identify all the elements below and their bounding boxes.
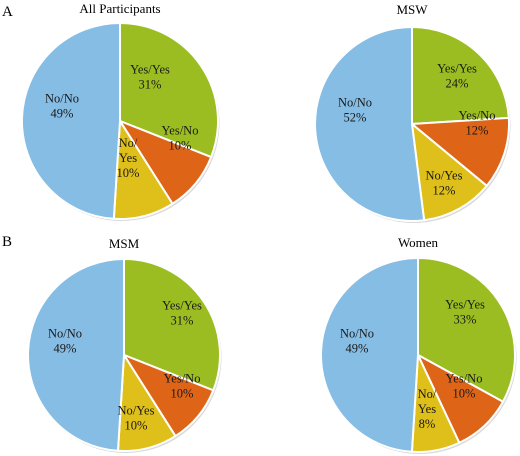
chart-title: Women [398, 235, 439, 250]
slice-label-yes-yes: Yes/Yes 31% [130, 63, 170, 92]
pie-slice-no-no [27, 258, 125, 452]
pie-slice-yes-yes [123, 258, 221, 392]
pie-slice-yes-yes [417, 257, 516, 403]
pie-slice-yes-yes [411, 26, 510, 125]
slice-label-yes-no: Yes/No 12% [459, 109, 496, 138]
pie-chart-3: Women Yes/Yes 33% Yes/No 10% No/Yes 8% No/No 49% [319, 235, 517, 454]
pie-chart-2: MSM Yes/Yes 31% Yes/No 10% No/Yes 10% No/No 49% [27, 236, 222, 453]
panel-label-a: A [2, 4, 13, 20]
slice-label-yes-yes: Yes/Yes 31% [162, 299, 202, 328]
panel-label-b: B [2, 234, 12, 250]
slice-label-no-yes: No/Yes 10% [118, 404, 155, 433]
slice-label-no-no: No/No 49% [45, 92, 79, 121]
slice-label-yes-no: Yes/No 10% [164, 372, 201, 401]
slice-label-yes-yes: Yes/Yes 24% [437, 62, 477, 91]
pie-slice-no-no [20, 22, 121, 220]
pie-slice-yes-yes [119, 22, 219, 159]
slice-label-no-yes: No/Yes 8% [418, 387, 437, 431]
chart-title: MSM [109, 236, 140, 251]
slice-label-yes-no: Yes/No 10% [446, 372, 483, 401]
slice-label-no-no: No/No 49% [48, 327, 82, 356]
slice-label-no-yes: No/Yes 12% [426, 169, 463, 198]
slice-label-yes-no: Yes/No 10% [162, 124, 199, 153]
chart-title: All Participants [79, 1, 160, 16]
slice-label-no-yes: No/Yes 10% [117, 136, 140, 180]
pie-slice-yes-no [411, 116, 510, 187]
pie-slice-no-yes [411, 123, 488, 222]
slice-label-yes-yes: Yes/Yes 33% [445, 298, 485, 327]
pie-slice-no-no [314, 26, 426, 222]
slice-label-no-no: No/No 52% [338, 96, 372, 125]
slice-label-no-no: No/No 49% [340, 327, 374, 356]
pie-chart-0: All Participants Yes/Yes 31% Yes/No 10% No/Ye… [20, 1, 220, 221]
pie-slice-no-no [319, 257, 419, 453]
pie-chart-1: MSW Yes/Yes 24% Yes/No 12% No/Yes 12% No/No 52% [314, 2, 511, 223]
chart-title: MSW [396, 2, 428, 17]
